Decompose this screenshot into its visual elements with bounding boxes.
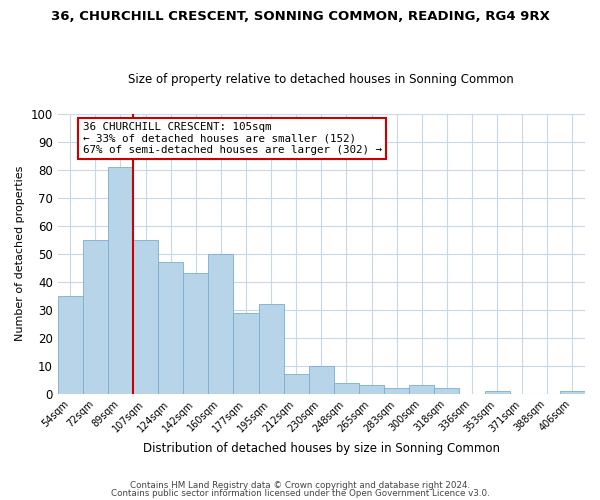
Bar bbox=[485, 391, 509, 394]
X-axis label: Distribution of detached houses by size in Sonning Common: Distribution of detached houses by size … bbox=[143, 442, 500, 455]
Bar bbox=[434, 388, 460, 394]
Bar bbox=[233, 312, 259, 394]
Text: 36, CHURCHILL CRESCENT, SONNING COMMON, READING, RG4 9RX: 36, CHURCHILL CRESCENT, SONNING COMMON, … bbox=[50, 10, 550, 23]
Bar bbox=[409, 386, 434, 394]
Bar bbox=[259, 304, 284, 394]
Y-axis label: Number of detached properties: Number of detached properties bbox=[15, 166, 25, 342]
Title: Size of property relative to detached houses in Sonning Common: Size of property relative to detached ho… bbox=[128, 73, 514, 86]
Bar bbox=[158, 262, 183, 394]
Bar bbox=[183, 274, 208, 394]
Bar bbox=[309, 366, 334, 394]
Text: Contains HM Land Registry data © Crown copyright and database right 2024.: Contains HM Land Registry data © Crown c… bbox=[130, 481, 470, 490]
Text: Contains public sector information licensed under the Open Government Licence v3: Contains public sector information licen… bbox=[110, 488, 490, 498]
Text: 36 CHURCHILL CRESCENT: 105sqm
← 33% of detached houses are smaller (152)
67% of : 36 CHURCHILL CRESCENT: 105sqm ← 33% of d… bbox=[83, 122, 382, 155]
Bar bbox=[58, 296, 83, 394]
Bar bbox=[334, 382, 359, 394]
Bar bbox=[560, 391, 585, 394]
Bar bbox=[208, 254, 233, 394]
Bar bbox=[108, 167, 133, 394]
Bar bbox=[359, 386, 384, 394]
Bar bbox=[83, 240, 108, 394]
Bar bbox=[133, 240, 158, 394]
Bar bbox=[384, 388, 409, 394]
Bar bbox=[284, 374, 309, 394]
